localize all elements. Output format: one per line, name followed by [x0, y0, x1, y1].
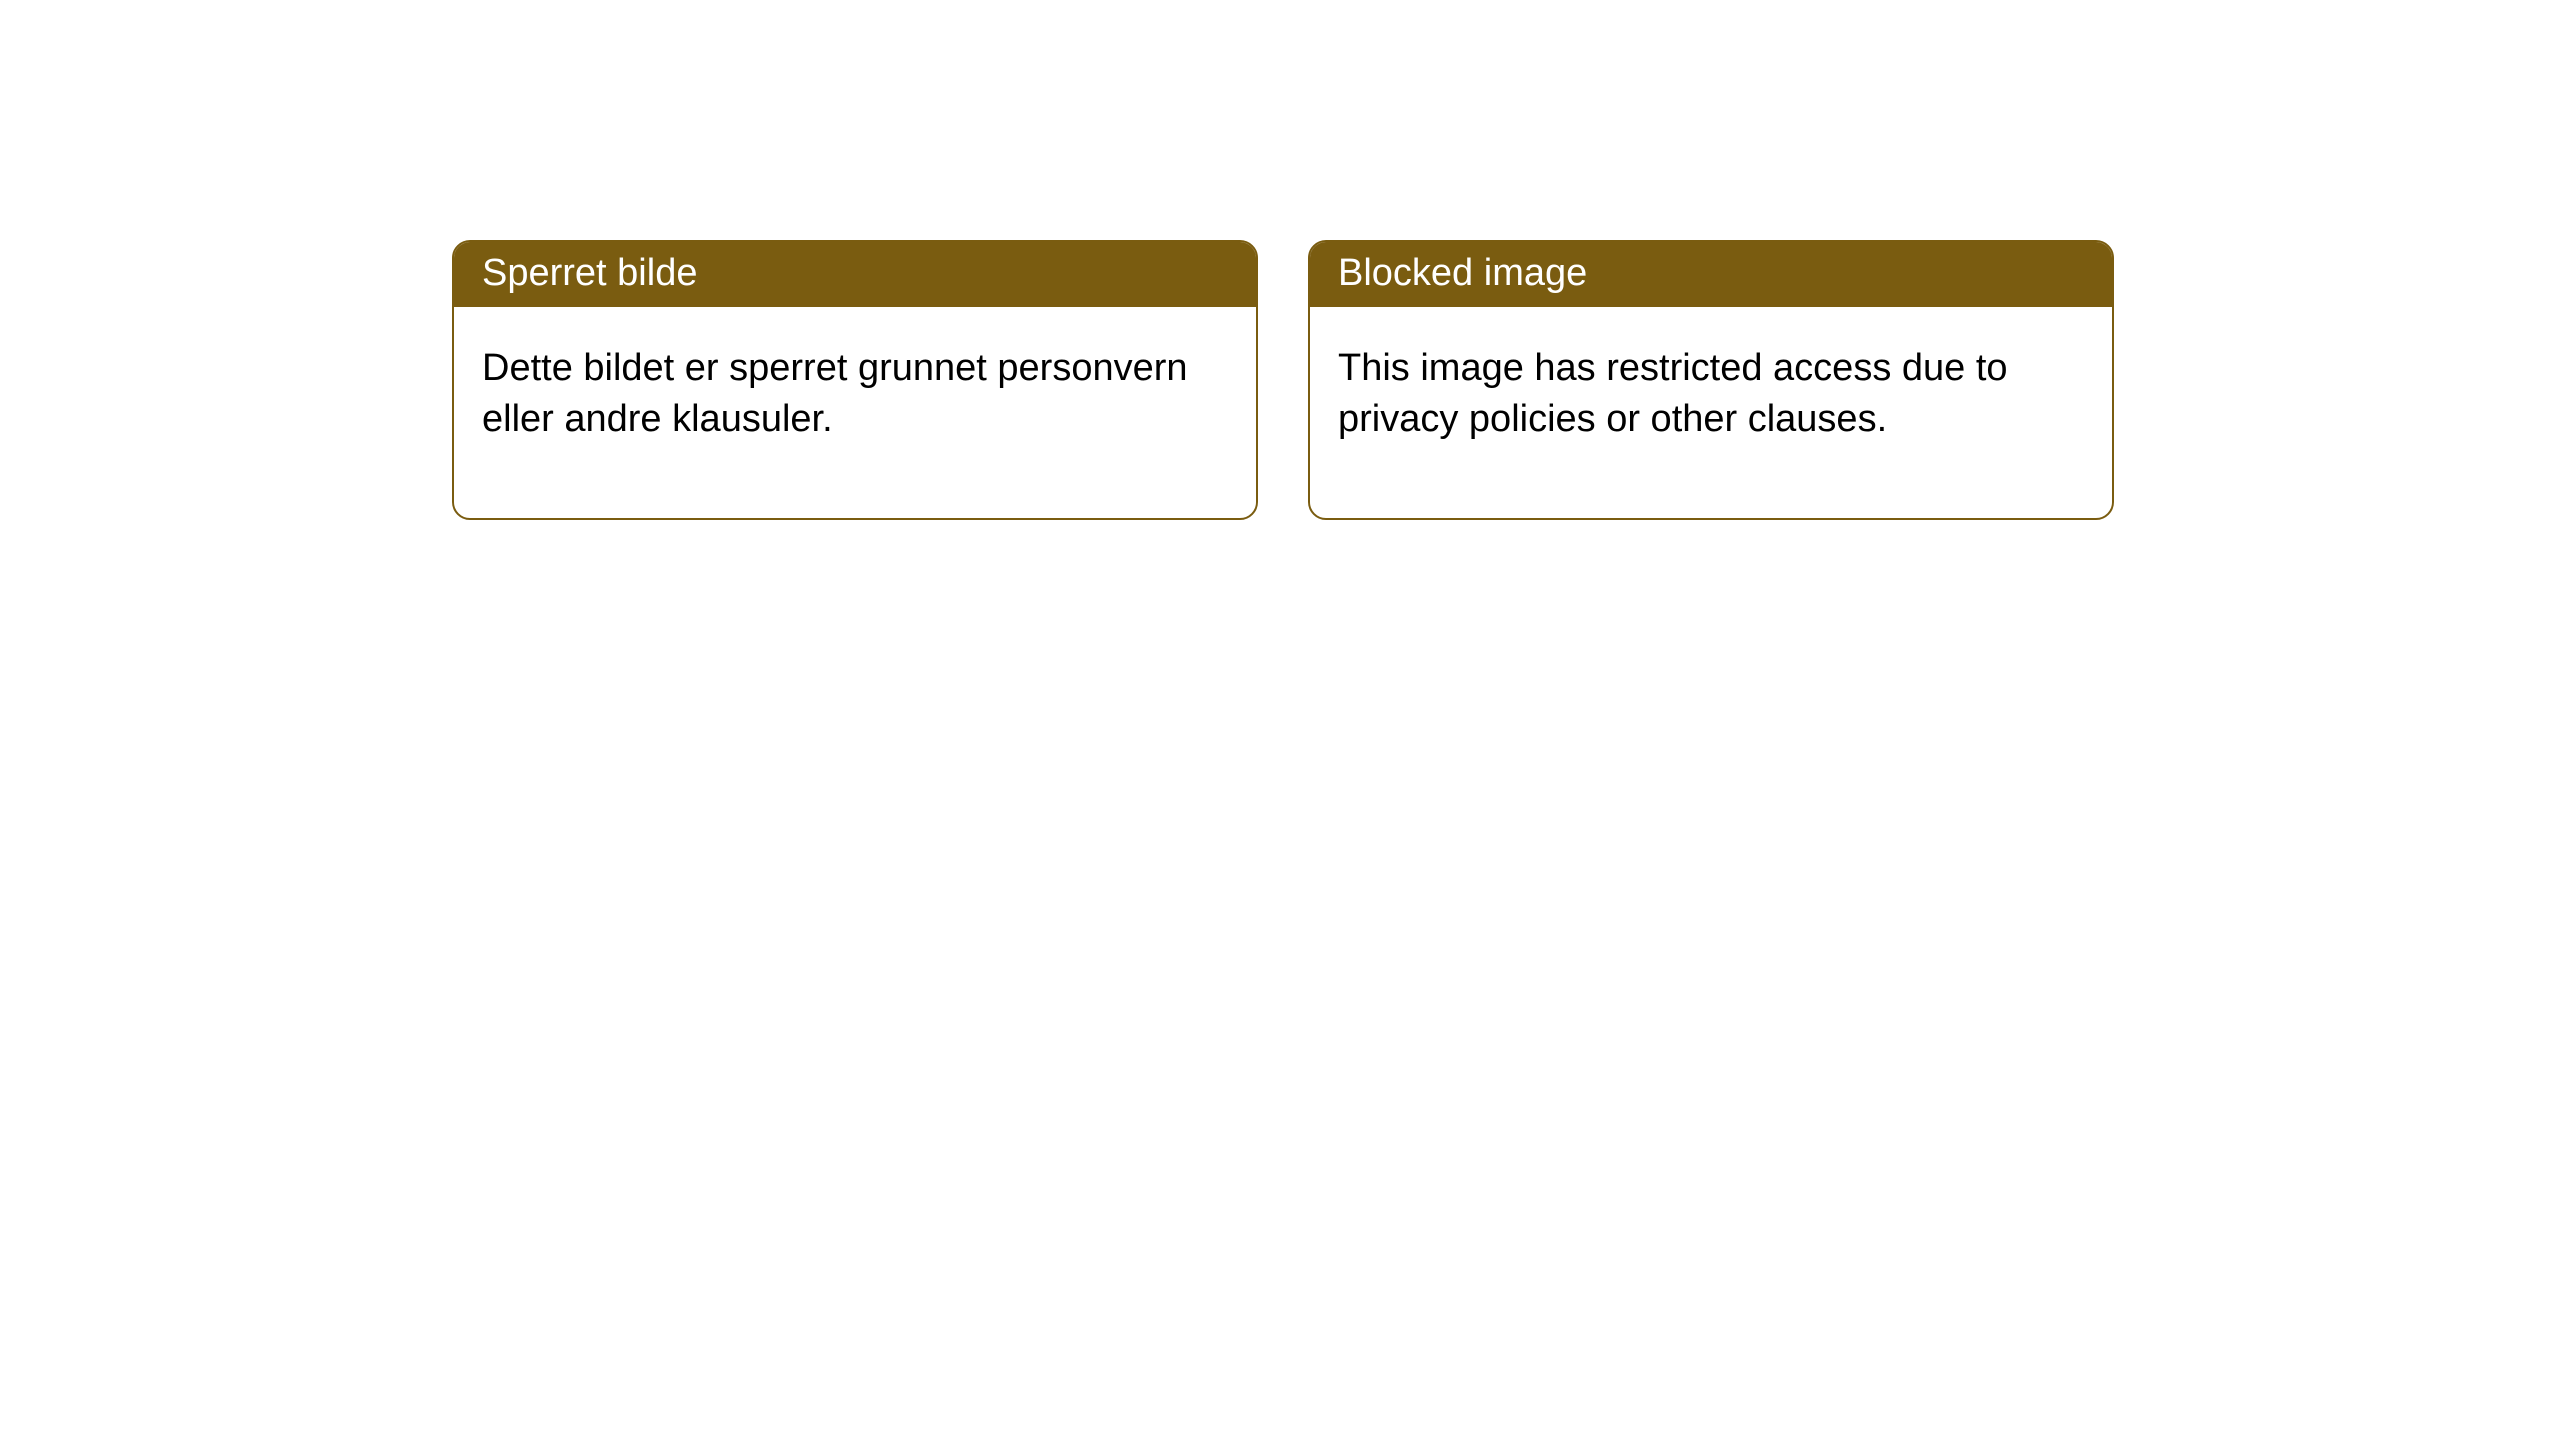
blocked-image-card-no: Sperret bilde Dette bildet er sperret gr… — [452, 240, 1258, 520]
cards-container: Sperret bilde Dette bildet er sperret gr… — [0, 0, 2560, 520]
card-body: This image has restricted access due to … — [1310, 307, 2112, 518]
card-header: Sperret bilde — [454, 242, 1256, 307]
card-body: Dette bildet er sperret grunnet personve… — [454, 307, 1256, 518]
card-header: Blocked image — [1310, 242, 2112, 307]
blocked-image-card-en: Blocked image This image has restricted … — [1308, 240, 2114, 520]
